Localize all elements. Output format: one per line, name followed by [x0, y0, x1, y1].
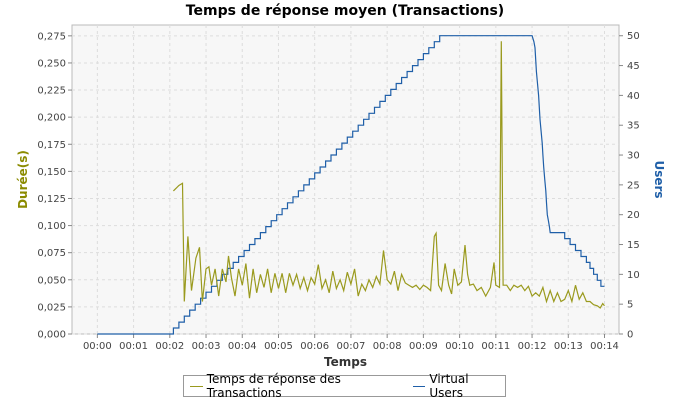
y-right-tick-label: 25: [627, 180, 640, 191]
y-left-tick-label: 0,150: [37, 167, 66, 178]
x-tick-label: 00:09: [409, 341, 438, 352]
x-tick-label: 00:13: [554, 341, 583, 352]
y-right-axis-label: Users: [652, 160, 666, 198]
x-tick-label: 00:02: [155, 341, 184, 352]
x-tick-label: 00:00: [83, 341, 112, 352]
legend-label-response: Temps de réponse des Transactions: [206, 372, 341, 400]
y-right-tick-label: 15: [627, 240, 640, 251]
x-tick-label: 00:07: [337, 341, 366, 352]
legend-label-users: Virtual Users: [429, 372, 469, 400]
x-tick-label: 00:12: [518, 341, 547, 352]
y-left-tick-label: 0,225: [37, 86, 66, 97]
x-tick-label: 00:14: [590, 341, 619, 352]
y-left-tick-label: 0,250: [37, 58, 66, 69]
y-right-tick-label: 40: [627, 91, 640, 102]
x-tick-label: 00:01: [119, 341, 148, 352]
x-tick-label: 00:10: [445, 341, 474, 352]
y-left-tick-label: 0,175: [37, 140, 66, 151]
legend-item-users: Virtual Users: [412, 372, 499, 400]
y-right-tick-label: 35: [627, 121, 640, 132]
legend: Temps de réponse des Transactions Virtua…: [183, 372, 506, 400]
legend-swatch-response: [190, 385, 203, 387]
y-left-tick-label: 0,075: [37, 248, 66, 259]
series-line-virtual-users: [97, 35, 605, 335]
x-axis-label: Temps: [324, 355, 367, 369]
legend-swatch-users: [412, 385, 426, 387]
y-left-tick-label: 0,125: [37, 194, 66, 205]
y-left-tick-label: 0,100: [37, 221, 66, 232]
y-right-tick-label: 0: [627, 330, 633, 341]
x-tick-label: 00:11: [481, 341, 510, 352]
y-left-tick-label: 0,275: [37, 31, 66, 42]
y-right-tick-label: 45: [627, 61, 640, 72]
series-layer: [97, 35, 605, 335]
x-tick-label: 00:05: [264, 341, 293, 352]
chart-title: Temps de réponse moyen (Transactions): [185, 3, 505, 19]
y-left-tick-label: 0,000: [37, 330, 66, 341]
y-right-tick-label: 5: [627, 300, 633, 311]
y-left-tick-label: 0,050: [37, 275, 66, 286]
x-tick-label: 00:04: [228, 341, 257, 352]
x-tick-label: 00:03: [192, 341, 221, 352]
y-left-axis-ticks: 0,000 0,025 0,050 0,075 0,100 0,125 0,150 0,175…: [37, 31, 72, 341]
y-right-tick-label: 50: [627, 31, 640, 42]
legend-item-response: Temps de réponse des Transactions: [190, 372, 401, 400]
y-right-tick-label: 10: [627, 270, 640, 281]
y-right-tick-label: 20: [627, 210, 640, 221]
x-axis-ticks: 00:00 00:01 00:02 00:03 00:04 00:05 00:06 00:07…: [83, 334, 619, 352]
y-left-tick-label: 0,025: [37, 302, 66, 313]
y-right-axis-ticks: 0 5 10 15 20 25 30 35 40 45 50: [619, 31, 640, 341]
x-tick-label: 00:06: [300, 341, 329, 352]
y-left-tick-label: 0,200: [37, 113, 66, 124]
x-tick-label: 00:08: [373, 341, 402, 352]
y-right-tick-label: 30: [627, 151, 640, 162]
series-line-response-time: [172, 41, 605, 309]
y-left-axis-label: Durée(s): [16, 150, 30, 209]
